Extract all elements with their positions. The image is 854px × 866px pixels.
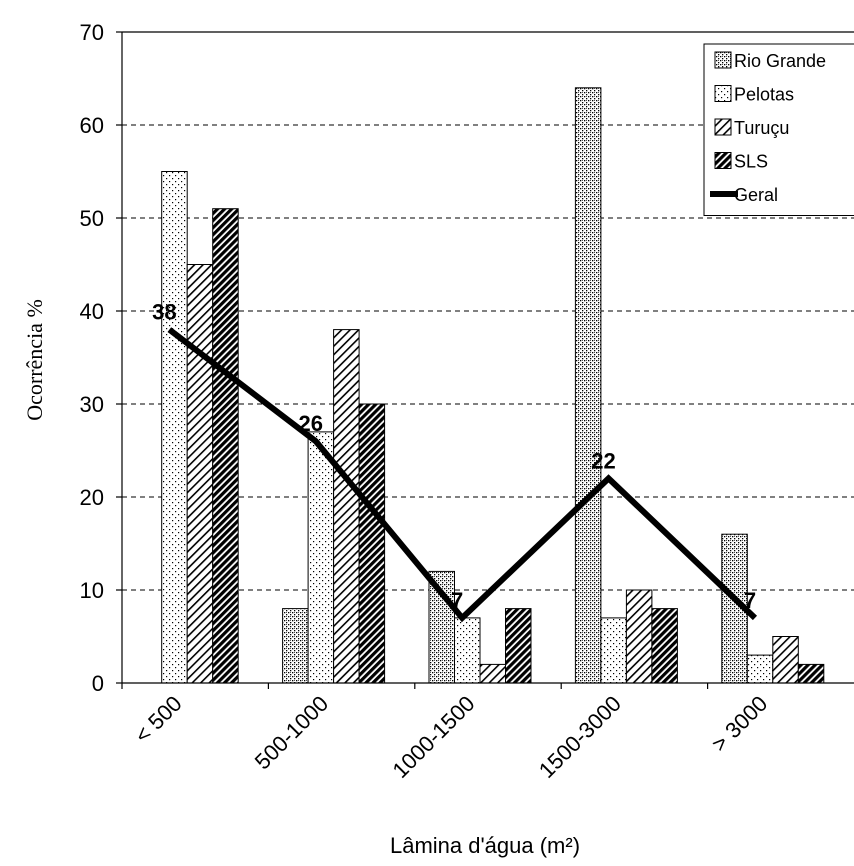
bars [161,87,825,684]
legend-label: Turuçu [734,118,789,138]
y-tick-label: 30 [80,392,104,417]
legend-box [703,43,854,216]
y-tick-label: 40 [80,299,104,324]
bar [746,654,774,684]
bar [307,431,335,684]
y-tick-label: 0 [92,671,104,696]
bar [282,608,309,684]
y-axis-label: Ocorrência % [22,299,47,421]
grid [122,124,854,591]
geral-data-label: 26 [299,411,323,436]
bar [186,264,214,684]
geral-series-line [167,327,758,623]
bar [625,589,653,684]
legend-swatch [714,85,732,102]
bar [161,171,188,684]
bar [772,636,799,684]
legend-swatch [714,152,732,169]
bar [454,617,481,684]
geral-data-label: 22 [591,448,615,473]
bar [797,663,825,684]
y-tick-label: 60 [80,113,104,138]
geral-data-label: 7 [451,588,463,613]
legend-line-swatch [710,191,738,197]
x-tick-label: 500-1000 [250,691,333,774]
axes [121,31,854,684]
y-tick-label: 10 [80,578,104,603]
bar [212,208,239,684]
y-tick-label: 50 [80,206,104,231]
legend-swatch [714,51,732,69]
legend-swatch [714,118,732,136]
x-axis-label: Lâmina d'água (m²) [390,833,580,858]
geral-data-label: 38 [152,300,176,325]
geral-data-label: 7 [744,588,756,613]
x-tick-label: 1000-1500 [387,691,479,783]
geral-line: 38 26 7 22 7 [152,300,758,623]
legend-label: Rio Grande [734,51,826,71]
legend-label: Pelotas [734,85,794,105]
bar [358,403,386,684]
bar [574,87,602,684]
bar [651,608,678,684]
bar [600,617,627,684]
legend-label: Geral [734,185,778,205]
legend: Rio Grande Pelotas Turuçu SLS Geral [703,43,854,216]
x-tick-label: 1500-3000 [534,691,626,783]
x-tick-label: > 3000 [707,691,773,757]
bar [505,608,532,684]
y-tick-label: 70 [80,20,104,45]
legend-label: SLS [734,152,768,172]
y-tick-label: 20 [80,485,104,510]
bar [479,663,506,684]
bar [333,329,360,684]
bar [428,570,455,684]
x-tick-label: < 500 [130,691,187,748]
